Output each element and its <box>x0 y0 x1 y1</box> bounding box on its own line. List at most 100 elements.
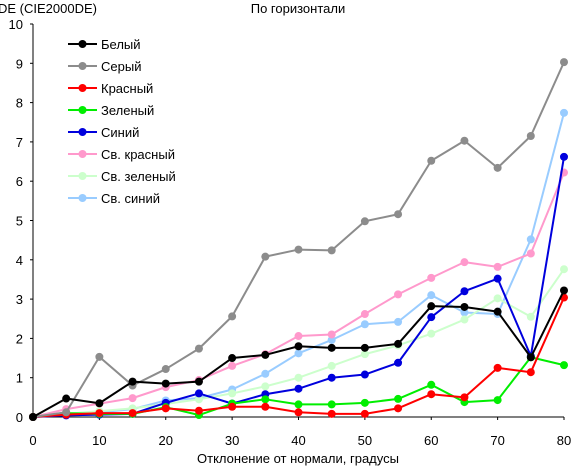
legend-entry: Зеленый <box>68 103 154 118</box>
data-point <box>261 395 270 404</box>
legend-swatch-marker <box>78 84 87 92</box>
legend-label: Серый <box>101 59 141 74</box>
data-point <box>95 409 104 418</box>
legend-entry: Серый <box>68 59 141 74</box>
data-point <box>493 363 502 372</box>
data-point <box>327 409 336 418</box>
legend-swatch-marker <box>78 40 87 48</box>
data-point <box>460 302 469 311</box>
data-point <box>194 377 203 386</box>
y-tick-label: 2 <box>16 331 23 346</box>
legend-swatch-marker <box>78 150 87 158</box>
data-point <box>493 307 502 316</box>
data-point <box>394 290 403 299</box>
y-tick-label: 9 <box>16 56 23 71</box>
data-point <box>161 379 170 388</box>
legend-entry: Белый <box>68 37 141 52</box>
data-point <box>95 352 104 361</box>
data-point <box>560 108 568 117</box>
legend-label: Св. красный <box>101 147 175 162</box>
data-point <box>460 136 469 145</box>
data-point <box>228 402 237 411</box>
data-point <box>294 408 303 417</box>
legend-swatch-marker <box>78 62 87 70</box>
data-point <box>261 350 270 359</box>
x-tick-label: 80 <box>557 433 571 448</box>
data-point <box>327 361 336 370</box>
data-point <box>394 358 403 367</box>
data-point <box>161 365 170 374</box>
data-point <box>228 312 237 321</box>
data-point <box>294 349 303 358</box>
data-point <box>427 313 436 322</box>
data-point <box>228 361 237 370</box>
data-point <box>228 354 237 363</box>
x-axis-title: Отклонение от нормали, градусы <box>197 451 399 466</box>
data-point <box>62 394 71 403</box>
legend: Белый Серый Красный Зеленый Синий Св. красный… <box>68 37 176 206</box>
tick-labels: 0 1 2 3 4 5 6 7 8 9 10 0 10 20 30 40 50 60 70 80 <box>9 17 571 448</box>
data-point <box>194 395 203 404</box>
data-point <box>194 406 203 415</box>
x-tick-label: 0 <box>29 433 36 448</box>
legend-entry: Красный <box>68 81 153 96</box>
data-point <box>526 353 535 362</box>
data-point <box>427 291 436 300</box>
data-point <box>62 408 71 417</box>
data-point <box>427 329 436 338</box>
x-tick-label: 10 <box>92 433 106 448</box>
legend-swatch-marker <box>78 128 87 136</box>
data-point <box>128 409 137 418</box>
data-point <box>560 58 568 67</box>
data-point <box>460 287 469 296</box>
series-1 <box>29 286 568 421</box>
x-tick-label: 50 <box>358 433 372 448</box>
data-point <box>360 343 369 352</box>
data-point <box>294 245 303 254</box>
x-tick-label: 60 <box>424 433 438 448</box>
data-point <box>460 258 469 267</box>
y-tick-label: 1 <box>16 371 23 386</box>
data-point <box>427 156 436 165</box>
data-point <box>360 217 369 226</box>
data-point <box>360 350 369 359</box>
data-point <box>526 132 535 141</box>
data-point <box>427 390 436 399</box>
data-point <box>294 373 303 382</box>
series-6 <box>29 168 568 421</box>
legend-swatch-marker <box>78 194 87 202</box>
data-point <box>460 308 469 317</box>
data-point <box>493 274 502 283</box>
data-point <box>161 404 170 413</box>
data-point <box>360 320 369 329</box>
legend-swatch-marker <box>78 106 87 114</box>
data-point <box>327 335 336 344</box>
data-point <box>194 344 203 353</box>
data-point <box>526 368 535 377</box>
legend-entry: Св. красный <box>68 147 175 162</box>
data-point <box>261 402 270 411</box>
chart-title: По горизонтали <box>251 1 345 16</box>
legend-swatch-marker <box>78 172 87 180</box>
data-point <box>327 373 336 382</box>
y-axis-title: DE (CIE2000DE) <box>0 1 97 16</box>
data-point <box>394 404 403 413</box>
data-point <box>327 343 336 352</box>
data-point <box>526 249 535 258</box>
data-point <box>460 393 469 402</box>
legend-label: Св. зеленый <box>101 169 176 184</box>
y-tick-label: 0 <box>16 410 23 425</box>
data-point <box>427 380 436 389</box>
data-point <box>294 400 303 409</box>
y-tick-label: 10 <box>9 17 23 32</box>
data-point <box>261 252 270 261</box>
data-point <box>560 361 568 370</box>
legend-label: Св. синий <box>101 191 160 206</box>
data-point <box>360 409 369 418</box>
data-point <box>128 394 137 403</box>
legend-entry: Св. зеленый <box>68 169 176 184</box>
y-tick-label: 4 <box>16 253 23 268</box>
data-point <box>327 246 336 255</box>
y-tick-label: 5 <box>16 214 23 229</box>
